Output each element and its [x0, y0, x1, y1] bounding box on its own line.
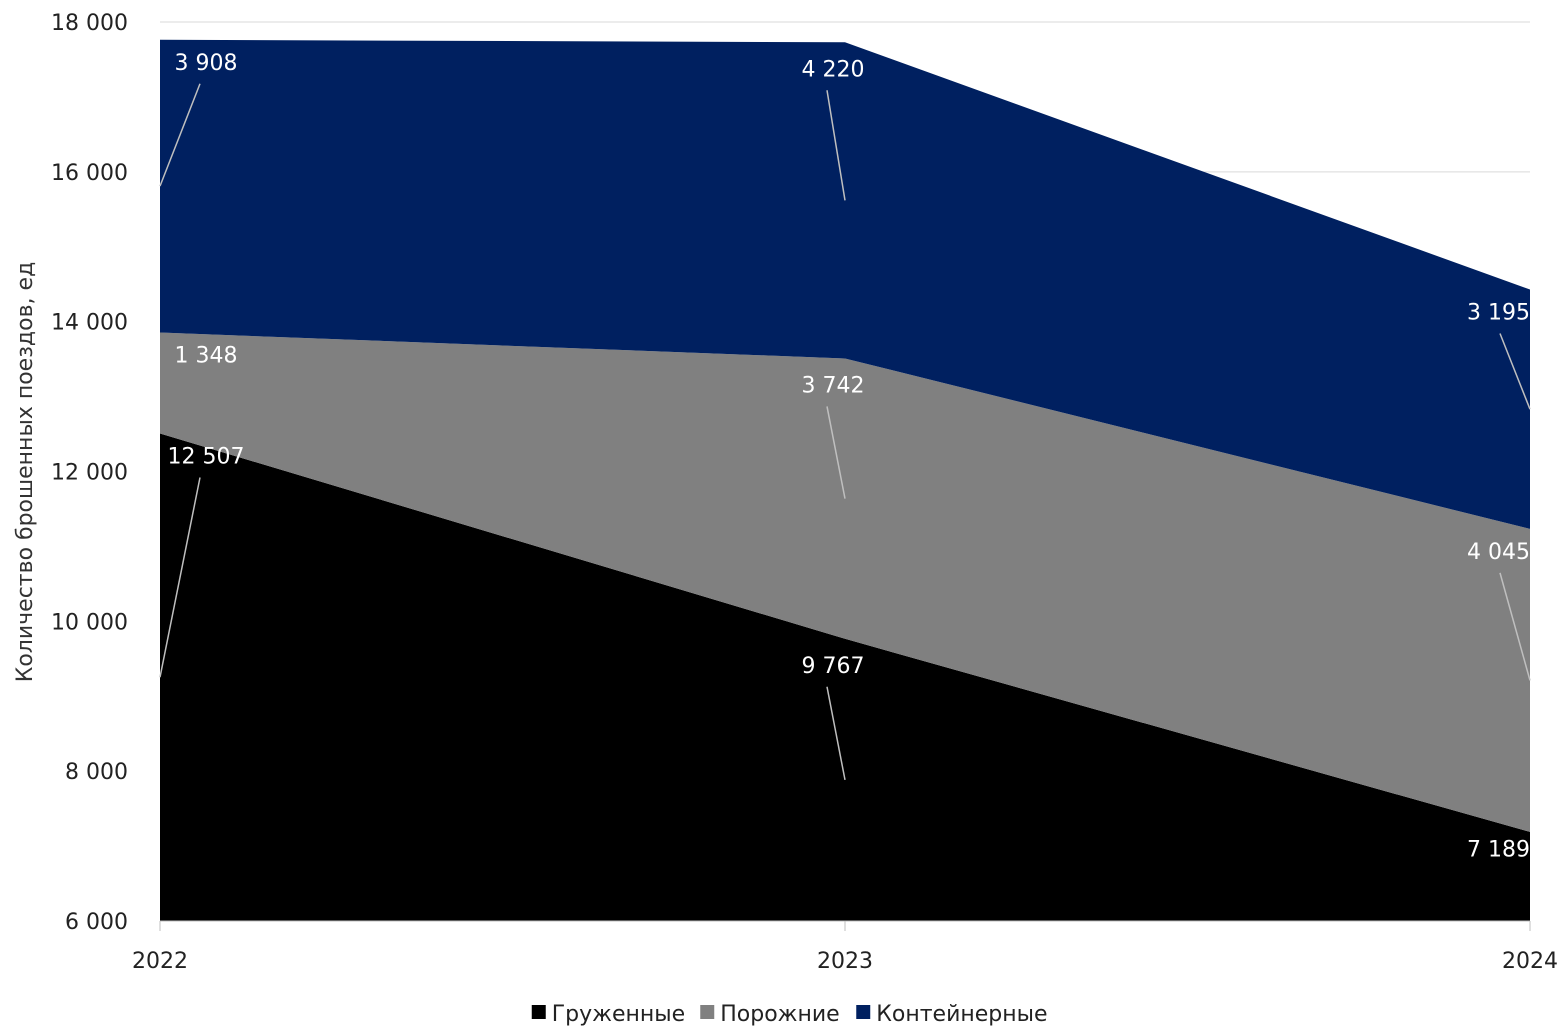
data-label: 9 767 — [802, 654, 865, 679]
data-label: 3 195 — [1467, 301, 1530, 326]
data-label: 4 045 — [1467, 540, 1530, 565]
leader-line — [826, 686, 846, 781]
x-tick-label: 2024 — [1502, 949, 1558, 974]
legend-item: Груженные — [531, 1002, 685, 1027]
legend-swatch — [531, 1005, 546, 1019]
y-tick-label: 8 000 — [65, 760, 128, 785]
legend-label: Контейнерные — [876, 1002, 1047, 1027]
x-tick-label: 2023 — [817, 949, 873, 974]
y-tick-label: 18 000 — [51, 11, 128, 36]
leader-line — [159, 477, 201, 678]
legend-swatch — [856, 1005, 871, 1019]
area-series-1 — [160, 433, 1530, 921]
x-tick-label: 2022 — [132, 949, 188, 974]
leader-line — [1499, 333, 1531, 410]
area-series-2 — [160, 332, 1530, 832]
leader-line — [826, 406, 846, 499]
leader-line — [159, 83, 201, 187]
data-label: 3 908 — [175, 51, 238, 76]
y-tick-label: 6 000 — [65, 910, 128, 935]
y-tick-label: 10 000 — [51, 610, 128, 635]
y-axis-title: Количество брошенных поездов, ед — [13, 262, 38, 683]
y-tick-label: 12 000 — [51, 461, 128, 486]
y-tick-label: 14 000 — [51, 311, 128, 336]
legend-label: Порожние — [720, 1002, 839, 1027]
area-series-3 — [160, 39, 1530, 529]
leader-line — [826, 90, 846, 201]
y-tick-label: 16 000 — [51, 161, 128, 186]
data-label: 7 189 — [1467, 837, 1530, 862]
data-label: 1 348 — [175, 344, 238, 369]
legend-label: Груженные — [552, 1002, 685, 1027]
data-label: 4 220 — [802, 57, 865, 82]
data-label: 12 507 — [168, 445, 245, 470]
legend-item: Порожние — [700, 1002, 840, 1027]
leader-line — [1499, 572, 1531, 681]
legend-item: Контейнерные — [856, 1002, 1048, 1027]
legend-swatch — [700, 1005, 715, 1019]
data-label: 3 742 — [802, 373, 865, 398]
